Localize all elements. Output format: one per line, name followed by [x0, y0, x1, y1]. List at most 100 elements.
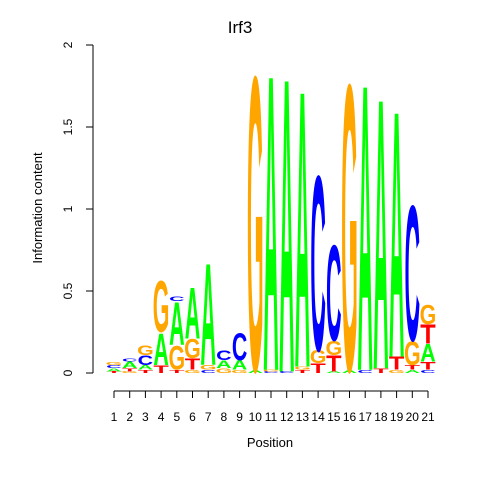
logo-letter-G: G [168, 340, 185, 378]
x-tick-label: 10 [249, 410, 263, 424]
logo-letter-A: A [122, 360, 138, 370]
x-tick-label: 8 [221, 410, 228, 424]
logo-letter-G: G [153, 267, 170, 348]
logo-letter-A: A [138, 364, 154, 371]
logo-letter-G: G [137, 343, 154, 358]
logo-letter-G: G [325, 337, 342, 360]
logo-letter-T: T [420, 319, 435, 350]
x-tick-label: 12 [280, 410, 294, 424]
logo-letter-A: A [106, 368, 121, 373]
x-tick-label: 17 [359, 410, 373, 424]
x-tick-label: 13 [296, 410, 310, 424]
logo-letter-A: A [153, 324, 168, 375]
logo-letter-A: A [263, 0, 278, 460]
logo-letter-C: C [357, 369, 372, 374]
y-axis-label: Information content [30, 152, 45, 264]
y-tick-label: 2 [61, 41, 75, 48]
logo-letter-A: A [185, 273, 200, 354]
logo-letter-T: T [420, 360, 435, 373]
logo-letter-C: C [200, 369, 215, 374]
logo-letter-T: T [153, 363, 168, 376]
logo-letter-G: G [184, 335, 201, 365]
logo-letter-A: A [295, 9, 310, 451]
logo-letter-A: A [216, 357, 231, 370]
y-tick-label: 0.5 [61, 282, 75, 299]
logo-letter-G: G [216, 367, 233, 374]
x-tick-label: 1 [111, 410, 118, 424]
y-axis: 0 0.5 1 1.5 2 [61, 41, 94, 376]
logo-letter-C: C [169, 295, 185, 302]
y-tick-label: 1 [61, 205, 75, 212]
logo-letter-G: G [388, 369, 405, 374]
logo-letter-A: A [420, 339, 436, 367]
logo-letter-C: C [405, 166, 420, 382]
x-axis-label: Position [247, 435, 293, 450]
logo-letter-G: G [263, 369, 280, 372]
logo-letter-T: T [405, 363, 421, 371]
logo-letter-A: A [200, 235, 215, 397]
y-tick-label: 0 [61, 369, 75, 376]
x-tick-label: 11 [265, 410, 278, 424]
x-tick-label: 20 [406, 410, 420, 424]
y-tick-label: 1.5 [61, 118, 75, 135]
logo-letter-T: T [122, 367, 137, 372]
logo-letter-C: C [326, 216, 341, 370]
logo-letter-G: G [341, 0, 358, 457]
logo-letter-A: A [357, 0, 372, 457]
logo-letter-A: A [169, 289, 184, 358]
logo-letter-T: T [389, 353, 405, 374]
logo-letter-G: G [294, 366, 311, 371]
logo-letter-G: G [184, 369, 201, 374]
logo-letter-T: T [106, 371, 121, 374]
logo-letter-A: A [232, 358, 247, 373]
logo-letter-G: G [106, 361, 123, 366]
logo-letter-T: T [295, 369, 310, 374]
logo-letter-C: C [263, 371, 278, 374]
x-axis: 1 2 3 4 5 6 7 8 9 10 11 12 13 14 15 16 17 18 19 20 21 [111, 390, 435, 424]
logo-letter-A: A [248, 369, 263, 374]
logo-letter-A: A [389, 38, 404, 432]
x-tick-label: 7 [205, 410, 212, 424]
logo-letter-T: T [169, 369, 184, 374]
x-tick-label: 16 [343, 410, 357, 424]
logo-letter-C: C [216, 348, 231, 363]
logo-letter-T: T [138, 369, 153, 374]
logo-letter-A: A [326, 371, 341, 374]
logo-letter-C: C [232, 325, 247, 368]
x-tick-label: 14 [311, 410, 325, 424]
logo-letter-G: G [247, 0, 264, 460]
logo-letter-T: T [310, 362, 326, 377]
logo-letter-C: C [420, 369, 435, 374]
logo-letter-A: A [373, 19, 388, 451]
x-tick-label: 2 [126, 410, 133, 424]
logo-letter-T: T [326, 351, 342, 377]
logo-letter-G: G [231, 369, 248, 374]
logo-letter-G: G [420, 300, 437, 330]
logo-letter-G: G [200, 364, 217, 371]
x-tick-label: 9 [236, 410, 243, 424]
x-tick-label: 5 [173, 410, 180, 424]
x-tick-label: 4 [158, 410, 165, 424]
logo-letter-C: C [106, 364, 121, 369]
chart-title: Irf3 [228, 18, 253, 37]
x-tick-label: 18 [374, 410, 388, 424]
x-tick-label: 15 [327, 410, 341, 424]
logo-letter-A: A [405, 369, 420, 374]
logo-letter-G: G [404, 335, 421, 373]
logo-letter-T: T [185, 356, 201, 373]
x-tick-label: 19 [390, 410, 404, 424]
logo-letter-C: C [310, 123, 325, 403]
x-tick-label: 3 [142, 410, 149, 424]
x-tick-label: 6 [189, 410, 196, 424]
x-tick-label: 21 [421, 410, 435, 424]
logo-letter-C: C [138, 353, 153, 368]
logo-letter-A: A [279, 0, 294, 462]
logo-letter-C: C [122, 358, 137, 363]
logo-letter-A: A [342, 369, 357, 374]
logo-letter-G: G [310, 348, 327, 368]
logo-letter-G: G [121, 371, 138, 374]
logo-letter-C: C [279, 371, 294, 374]
logo-letter-T: T [373, 367, 389, 375]
